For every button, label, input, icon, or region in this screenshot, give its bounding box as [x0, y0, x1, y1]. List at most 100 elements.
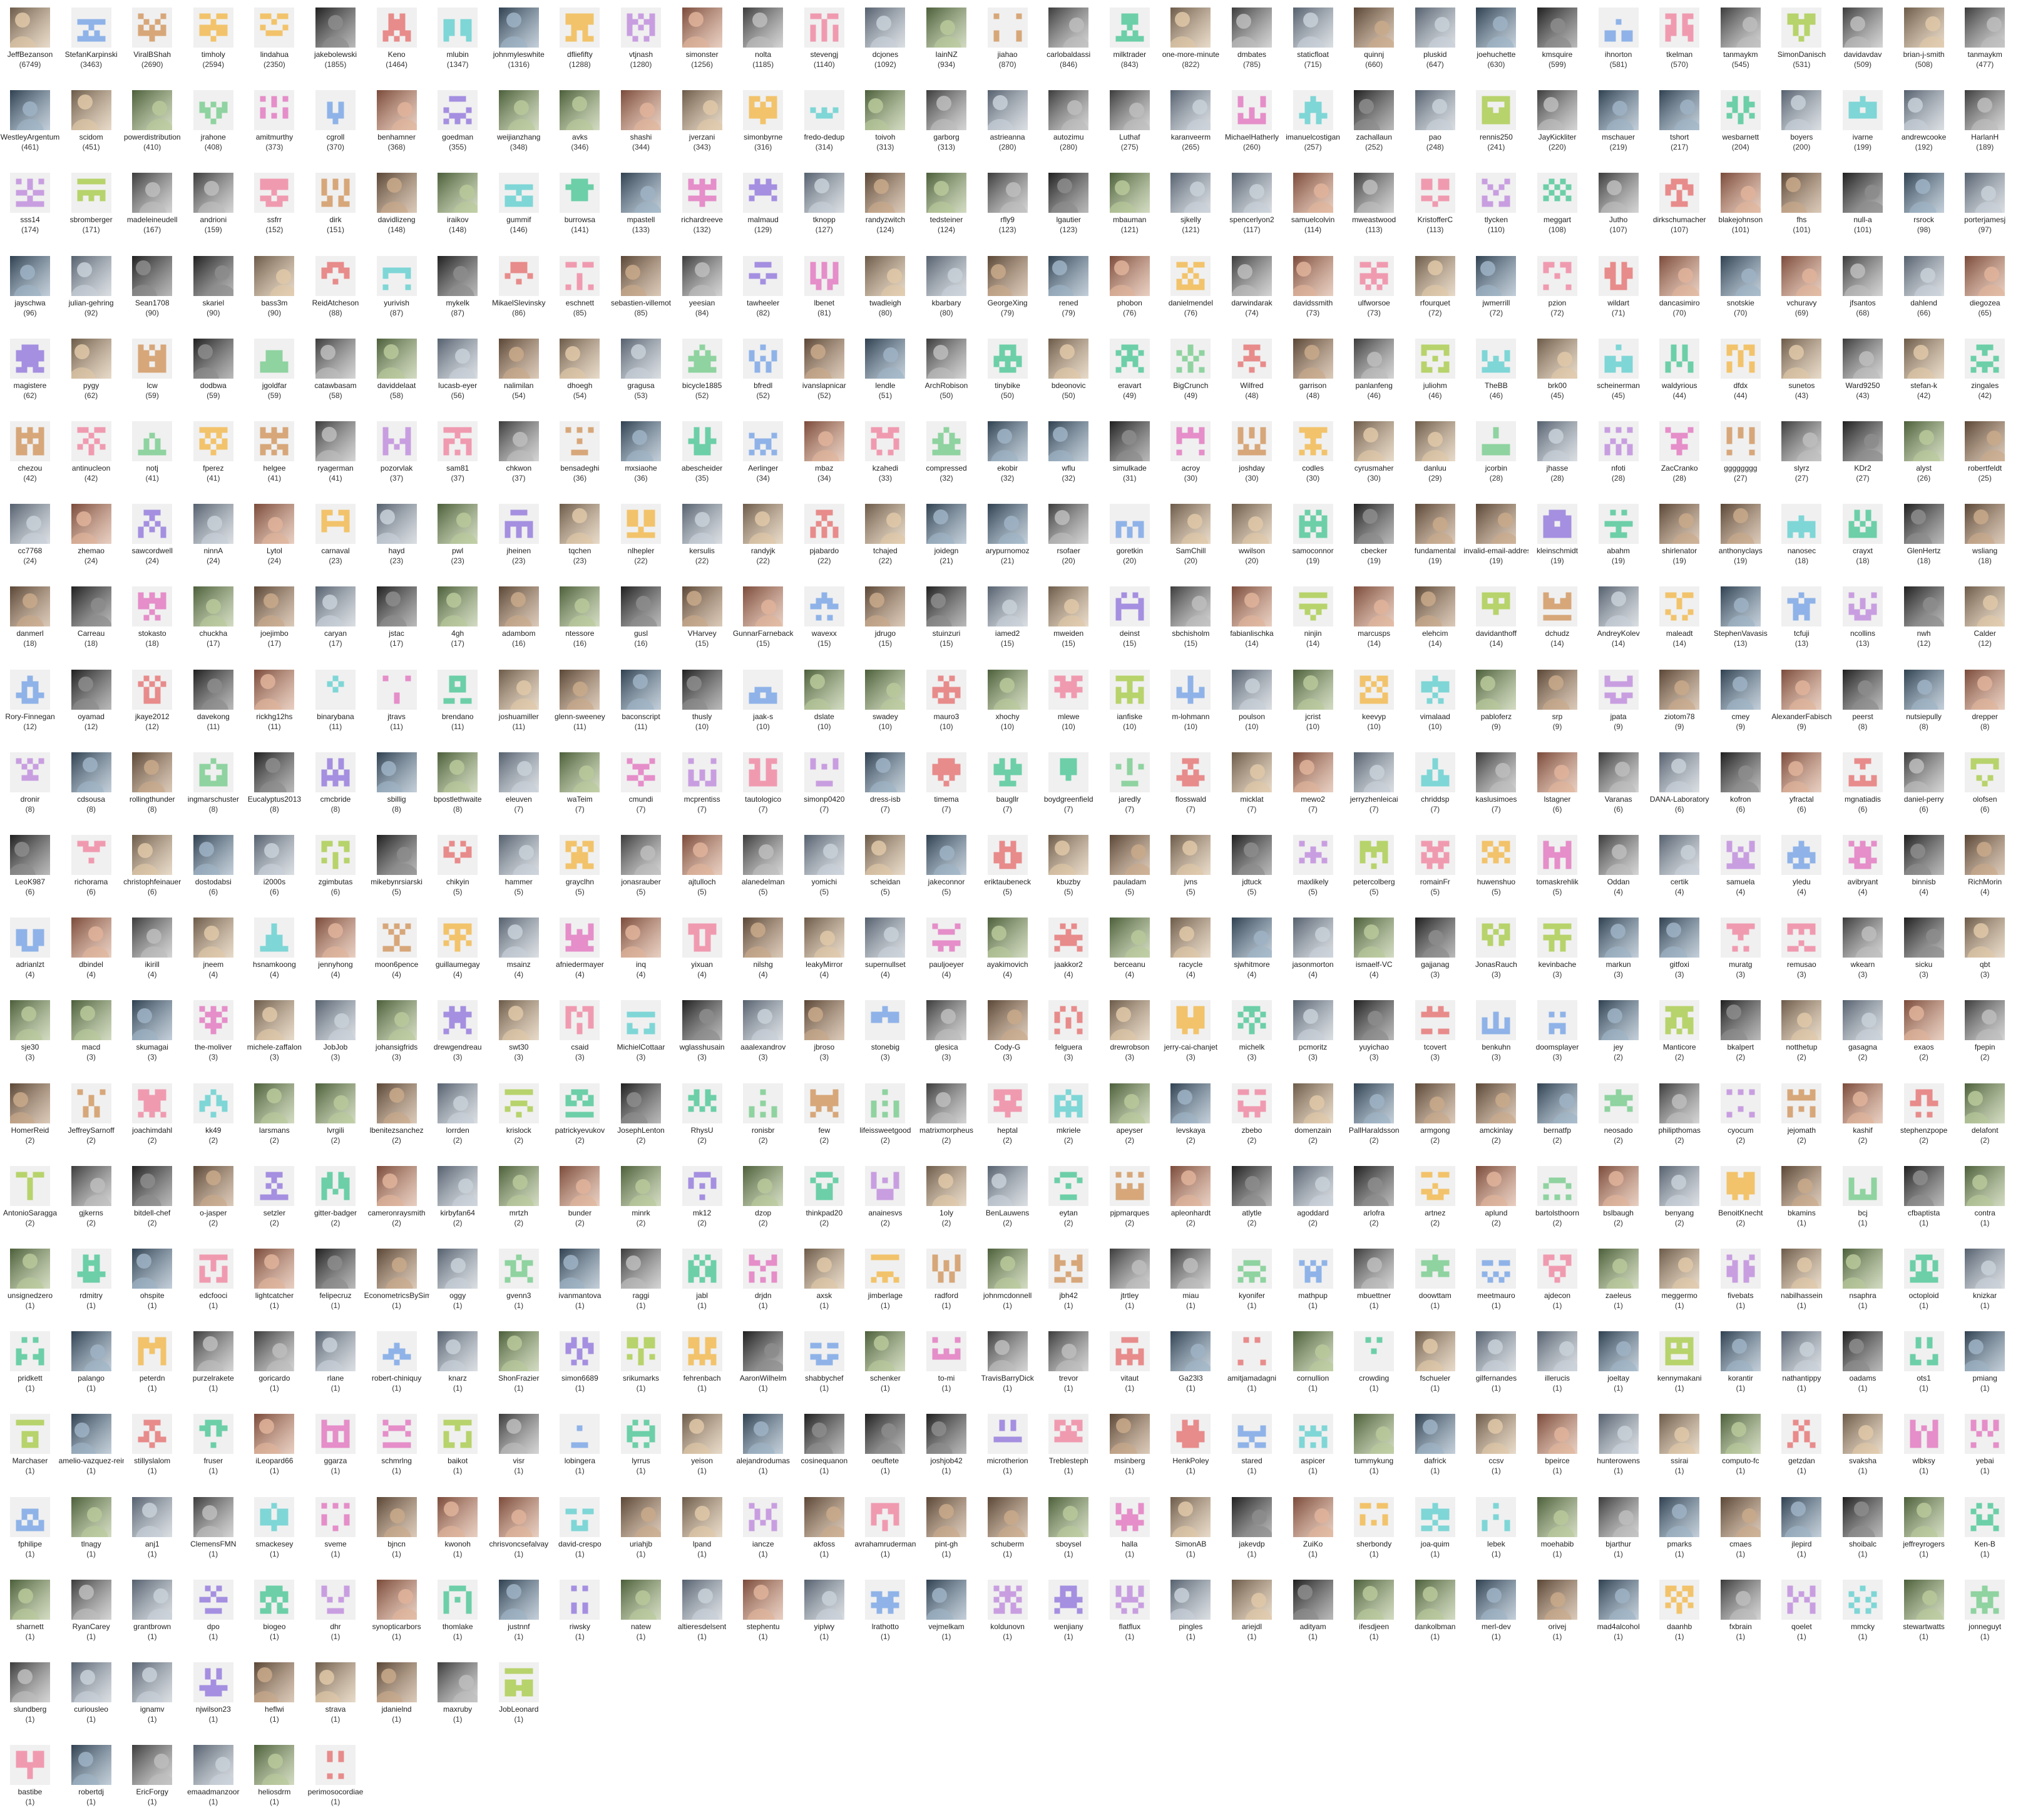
avatar[interactable] [1415, 1579, 1455, 1620]
avatar[interactable] [1537, 1000, 1577, 1041]
contributor-tile[interactable]: illerucis (1) [1527, 1324, 1587, 1406]
contributor-tile[interactable]: phobon (76) [1100, 248, 1160, 331]
contributor-tile[interactable]: amitmurthy (373) [244, 83, 304, 165]
contributor-tile[interactable]: quinnj (660) [1344, 0, 1404, 83]
contributor-tile[interactable]: brendano (11) [428, 662, 488, 745]
contributor-username[interactable]: fruser [203, 1456, 223, 1466]
avatar[interactable] [1415, 421, 1455, 461]
contributor-username[interactable]: dcjones [872, 50, 899, 59]
avatar[interactable] [987, 1249, 1028, 1289]
contributor-tile[interactable]: rfourquet (72) [1405, 248, 1465, 331]
contributor-tile[interactable]: Keno (1464) [367, 0, 427, 83]
contributor-tile[interactable]: felguera (3) [1038, 993, 1098, 1075]
contributor-username[interactable]: sharnett [16, 1622, 44, 1631]
avatar[interactable] [987, 752, 1028, 792]
avatar[interactable] [1720, 1414, 1761, 1454]
contributor-tile[interactable]: julian-gehring (92) [61, 248, 121, 331]
avatar[interactable] [498, 1496, 539, 1537]
contributor-tile[interactable]: ziotom78 (9) [1649, 662, 1709, 745]
avatar[interactable] [1048, 1165, 1089, 1206]
contributor-username[interactable]: ifesdjeen [1359, 1622, 1390, 1631]
avatar[interactable] [1720, 835, 1761, 875]
contributor-username[interactable]: fabianlischka [1230, 629, 1274, 638]
avatar[interactable] [1659, 1579, 1700, 1620]
avatar[interactable] [315, 752, 356, 792]
contributor-username[interactable]: dhoegh [567, 381, 593, 390]
avatar[interactable] [1476, 669, 1517, 710]
contributor-tile[interactable]: gilfernandes (1) [1466, 1324, 1526, 1406]
contributor-username[interactable]: mmcky [1851, 1622, 1875, 1631]
contributor-username[interactable]: jkaye2012 [135, 712, 170, 721]
avatar[interactable] [743, 752, 784, 792]
contributor-username[interactable]: ViralBShah [133, 50, 172, 59]
avatar[interactable] [1232, 1000, 1272, 1041]
contributor-tile[interactable]: jayschwa (96) [0, 248, 60, 331]
contributor-username[interactable]: mweiden [1053, 629, 1084, 638]
avatar[interactable] [987, 586, 1028, 627]
contributor-tile[interactable]: vimalaad (10) [1405, 662, 1465, 745]
contributor-username[interactable]: delafont [1971, 1125, 1999, 1135]
avatar[interactable] [804, 1579, 844, 1620]
contributor-username[interactable]: Manticore [1662, 1043, 1696, 1052]
avatar[interactable] [560, 918, 600, 958]
contributor-tile[interactable]: bitdell-chef (2) [122, 1158, 182, 1241]
avatar[interactable] [1232, 586, 1272, 627]
contributor-tile[interactable]: davidssmith (73) [1283, 248, 1343, 331]
contributor-username[interactable]: supernullset [865, 960, 906, 969]
contributor-tile[interactable]: BigCrunch (49) [1160, 331, 1221, 414]
contributor-username[interactable]: chezou [18, 464, 43, 473]
avatar[interactable] [1781, 1165, 1822, 1206]
avatar[interactable] [987, 1331, 1028, 1372]
avatar[interactable] [10, 1331, 50, 1372]
contributor-username[interactable]: samuelcolvin [1291, 215, 1335, 225]
contributor-tile[interactable]: joehuchette (630) [1466, 0, 1526, 83]
avatar[interactable] [1720, 1496, 1761, 1537]
contributor-tile[interactable]: SimonDanisch (531) [1771, 0, 1831, 83]
contributor-tile[interactable]: skariel (90) [183, 248, 243, 331]
contributor-tile[interactable]: nolta (1185) [733, 0, 793, 83]
avatar[interactable] [804, 1000, 844, 1041]
contributor-tile[interactable]: wglasshusain (3) [672, 993, 732, 1075]
contributor-tile[interactable]: Ward9250 (43) [1833, 331, 1893, 414]
avatar[interactable] [1109, 1331, 1150, 1372]
contributor-tile[interactable]: jey (2) [1589, 993, 1649, 1075]
contributor-tile[interactable]: jcorbin (28) [1466, 414, 1526, 496]
contributor-tile[interactable]: tinybike (50) [978, 331, 1038, 414]
avatar[interactable] [1659, 1249, 1700, 1289]
avatar[interactable] [71, 1414, 111, 1454]
contributor-tile[interactable]: lifeissweetgood (2) [855, 1076, 915, 1158]
contributor-username[interactable]: wlbksy [1912, 1456, 1935, 1466]
contributor-tile[interactable]: amitjamadagni (1) [1222, 1324, 1282, 1406]
contributor-tile[interactable]: riwsky (1) [550, 1572, 610, 1655]
contributor-username[interactable]: jaakkor2 [1054, 960, 1083, 969]
contributor-username[interactable]: kaslusimoes [1475, 794, 1517, 804]
contributor-username[interactable]: simonster [685, 50, 719, 59]
contributor-tile[interactable]: PallHaraldsson (2) [1344, 1076, 1404, 1158]
contributor-username[interactable]: imanuelcostigan [1286, 133, 1340, 142]
contributor-tile[interactable]: knizkar (1) [1955, 1241, 2015, 1324]
avatar[interactable] [743, 173, 784, 213]
avatar[interactable] [498, 1579, 539, 1620]
contributor-tile[interactable]: artnez (2) [1405, 1158, 1465, 1241]
avatar[interactable] [1354, 1249, 1395, 1289]
contributor-tile[interactable]: benyang (2) [1649, 1158, 1709, 1241]
avatar[interactable] [10, 586, 50, 627]
avatar[interactable] [1354, 1331, 1395, 1372]
contributor-tile[interactable]: rsofaer (20) [1038, 496, 1098, 579]
avatar[interactable] [1659, 752, 1700, 792]
contributor-tile[interactable]: gragusa (53) [611, 331, 671, 414]
contributor-tile[interactable]: jasonmorton (4) [1283, 910, 1343, 993]
contributor-tile[interactable]: oadams (1) [1833, 1324, 1893, 1406]
contributor-tile[interactable]: hunterowens (1) [1589, 1406, 1649, 1489]
avatar[interactable] [132, 338, 173, 379]
contributor-username[interactable]: jhasse [1546, 464, 1569, 473]
contributor-tile[interactable]: dirkschumacher (107) [1649, 165, 1709, 248]
contributor-tile[interactable]: pjpmarques (2) [1100, 1158, 1160, 1241]
contributor-tile[interactable]: mad4alcohol (1) [1589, 1572, 1649, 1655]
contributor-username[interactable]: stonebig [871, 1043, 900, 1052]
contributor-tile[interactable]: kbuzby (5) [1038, 827, 1098, 910]
contributor-tile[interactable]: jerryzhenleicai (7) [1344, 745, 1404, 827]
avatar[interactable] [315, 504, 356, 544]
contributor-tile[interactable]: gajjanag (3) [1405, 910, 1465, 993]
avatar[interactable] [1354, 1083, 1395, 1123]
